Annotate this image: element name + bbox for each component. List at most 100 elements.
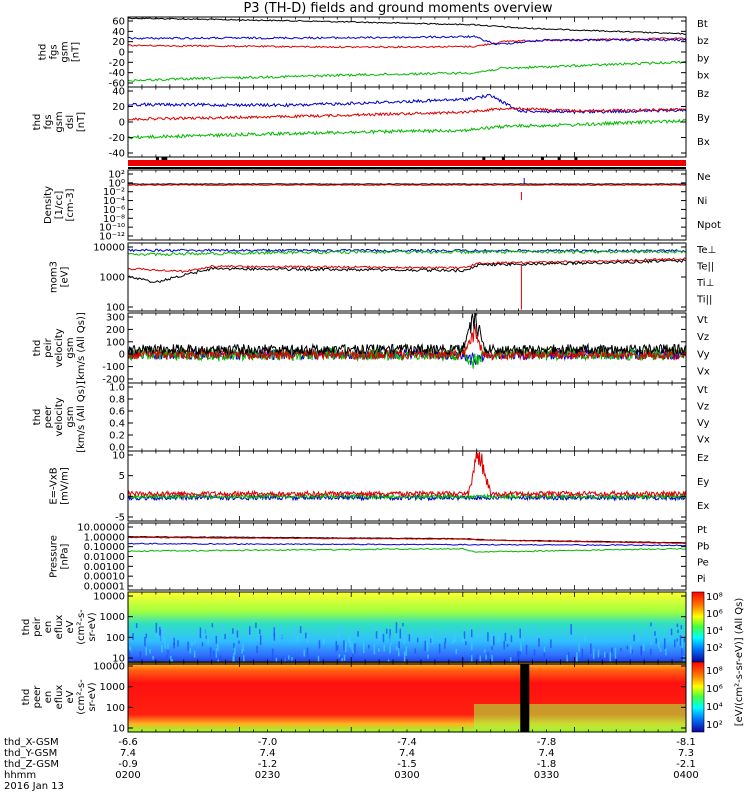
legend-entry: Ex	[697, 501, 709, 512]
ion-spectrogram-streak	[604, 651, 606, 658]
ion-spectrogram-streak	[382, 633, 385, 643]
pt-series	[127, 535, 687, 544]
ion-spectrogram-streak	[173, 643, 175, 649]
colorbar-tick: 10⁴	[706, 702, 723, 713]
panel-frame	[127, 450, 687, 522]
y-tick-label: 60	[112, 17, 125, 28]
ion-spectrogram-streak	[590, 643, 592, 654]
ion-spectrogram-streak	[626, 645, 629, 650]
y-axis-label: thd	[32, 114, 43, 131]
y-tick-label: 10⁻¹²	[99, 232, 125, 243]
ion-spectrogram-streak	[232, 628, 234, 634]
ion-spectrogram-streak	[372, 622, 375, 629]
ion-spectrogram-streak	[242, 643, 244, 652]
ion-spectrogram-streak	[679, 635, 682, 646]
ion-spectrogram-streak	[566, 655, 568, 663]
y-tick-label: 0.01000	[84, 552, 125, 563]
y-tick-label: 100	[106, 303, 125, 314]
ion-spectrogram-streak	[680, 625, 683, 630]
ion-spectrogram-streak	[344, 643, 347, 653]
y-tick-label: 10	[112, 654, 125, 665]
ion-spectrogram-streak	[224, 633, 226, 640]
ion-spectrogram-streak	[659, 648, 662, 652]
ion-spectrogram-streak	[349, 639, 352, 648]
y-tick-label: 0	[119, 350, 125, 361]
ion-spectrogram-streak	[241, 648, 244, 654]
ion-spectrogram-streak	[462, 636, 464, 643]
ion-spectrogram-streak	[402, 623, 404, 627]
ion-spectrogram-streak	[318, 640, 321, 649]
ne-series	[127, 184, 687, 186]
colorbar-tick: 10²	[706, 720, 723, 731]
ion-spectrogram-streak	[257, 637, 259, 642]
ion-spectrogram-streak	[637, 634, 640, 641]
ion-spectrogram-streak	[248, 626, 251, 635]
y-tick-label: 0	[119, 492, 125, 503]
legend-entry: By	[697, 113, 710, 124]
ion-spectrogram-streak	[204, 629, 206, 639]
ephemeris-row-label: thd_Y-GSM	[4, 748, 57, 759]
y-axis-label: [eV]	[60, 267, 71, 288]
ion-spectrogram-streak	[343, 654, 346, 661]
y-axis-label: sr-eV)	[87, 682, 98, 711]
ion-spectrogram-streak	[165, 630, 168, 636]
ion-spectrogram-streak	[479, 655, 481, 665]
y-axis-label: eflux	[54, 615, 65, 640]
ion-spectrogram-streak	[236, 630, 239, 638]
ion-spectrogram-streak	[340, 623, 342, 635]
flag-mark	[161, 157, 165, 160]
ion-spectrogram-streak	[426, 640, 429, 652]
ion-spectrogram-streak	[280, 624, 282, 628]
ephemeris-z: -0.9	[118, 759, 138, 770]
legend-entry: Vt	[697, 315, 708, 326]
ion-spectrogram-streak	[510, 635, 513, 643]
ion-spectrogram-streak	[238, 640, 240, 644]
flag-mark	[501, 157, 505, 160]
ephemeris-row-label: hhmm	[4, 770, 36, 781]
legend-entry: Bz	[697, 89, 709, 100]
ion-spectrogram-streak	[504, 632, 507, 641]
colorbar-tick: 10⁶	[706, 684, 723, 695]
ephemeris-y: 7.3	[678, 748, 694, 759]
ion-spectrogram-streak	[166, 654, 168, 663]
ion-spectrogram-streak	[163, 635, 165, 640]
time-tick-label: 0230	[255, 770, 280, 781]
legend-entry: Pe	[697, 558, 709, 569]
y-axis-label: eflux	[54, 685, 65, 710]
ion-spectrogram-streak	[219, 655, 222, 661]
legend-entry: Vy	[697, 349, 710, 360]
ion-spectrogram-streak	[215, 647, 218, 658]
ion-spectrogram-streak	[575, 626, 577, 636]
ion-spectrogram-streak	[403, 651, 406, 662]
flag-mark	[155, 157, 159, 160]
y-axis-label: [km/s (All Qs)]	[76, 312, 87, 384]
y-axis-label: gsm	[54, 111, 65, 132]
ion-spectrogram-streak	[398, 641, 400, 653]
y-tick-label: 100	[106, 703, 125, 714]
ion-spectrogram-streak	[416, 637, 419, 643]
ion-spectrogram-streak	[352, 650, 354, 654]
ion-spectrogram-streak	[482, 622, 484, 634]
y-tick-label: -5	[115, 513, 125, 524]
panel-frame	[127, 86, 687, 158]
legend-entry: Vx	[697, 366, 710, 377]
panel-frame	[127, 382, 687, 452]
ephemeris-x: -7.0	[258, 737, 278, 748]
y-tick-label: 10⁻⁴	[103, 196, 125, 207]
ion-spectrogram-streak	[664, 638, 666, 649]
y-tick-label: -200	[102, 375, 125, 386]
ion-spectrogram-streak	[348, 636, 350, 643]
ion-spectrogram-streak	[543, 652, 546, 663]
ion-spectrogram-streak	[373, 643, 376, 655]
legend-entry: bx	[697, 70, 709, 81]
y-axis-label: en	[43, 621, 54, 634]
te-par-series	[127, 258, 687, 284]
y-axis-label: sr-eV)	[87, 612, 98, 641]
ephemeris-z: -1.5	[397, 759, 417, 770]
y-tick-label: 5	[119, 471, 125, 482]
panel-frame	[127, 16, 687, 88]
ion-spectrogram-streak	[347, 659, 349, 663]
y-tick-label: 10⁻²	[103, 187, 125, 198]
legend-entry: Vz	[697, 332, 709, 343]
y-tick-label: 10²	[108, 170, 125, 181]
